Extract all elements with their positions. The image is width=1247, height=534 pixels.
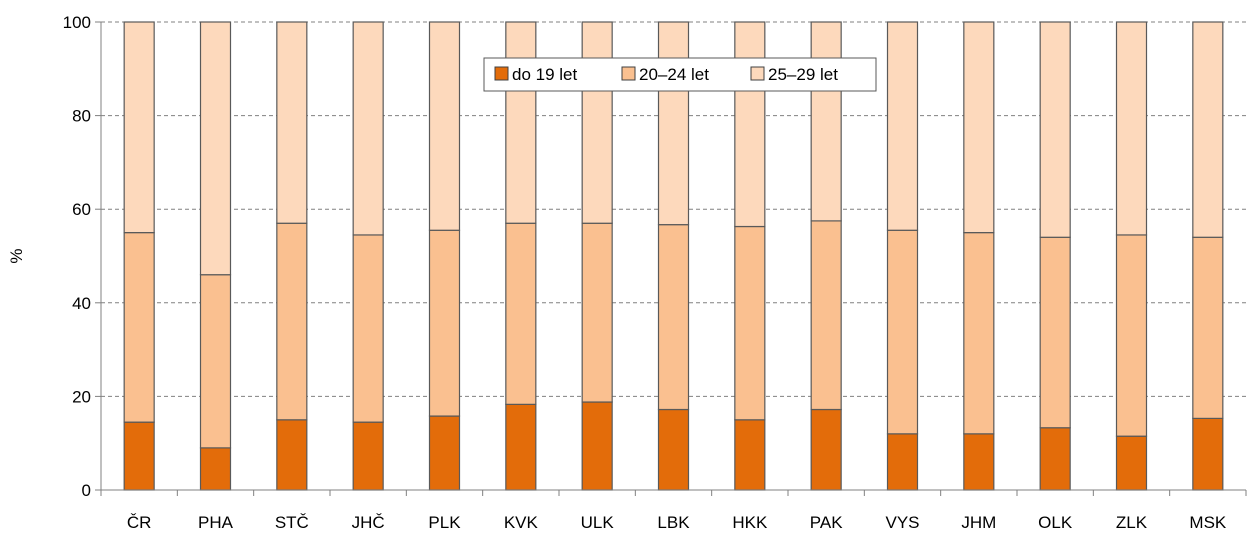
x-tick-label: HKK <box>732 513 768 532</box>
y-axis-label: % <box>7 248 26 263</box>
bar-segment-1-4 <box>428 415 461 491</box>
legend: do 19 let 20–24 let 25–29 let <box>483 57 877 92</box>
bar-segment-1-12 <box>1039 427 1071 491</box>
y-tick-label: 80 <box>72 107 91 126</box>
x-tick-label: JHM <box>961 513 996 532</box>
bar-segment-3-8 <box>734 21 766 228</box>
x-tick-label: PHA <box>198 513 234 532</box>
x-tick-label: STČ <box>275 513 309 532</box>
bar-segment-3-5 <box>505 21 537 224</box>
bar-segment-3-6 <box>581 21 613 224</box>
bar-segment-3-13 <box>1115 21 1148 236</box>
x-tick-label: JHČ <box>352 513 385 532</box>
legend-label-do-19-let: do 19 let <box>512 65 577 84</box>
x-tick-label: ULK <box>581 513 615 532</box>
legend-swatch-20-24-let <box>621 66 636 81</box>
bar-segment-1-11 <box>963 433 995 491</box>
bar-segment-3-4 <box>428 21 461 231</box>
bar-segment-3-7 <box>657 21 690 226</box>
bar-segment-2-5 <box>505 222 537 405</box>
bar-segment-3-14 <box>1192 21 1224 238</box>
y-tick-label: 0 <box>82 481 91 500</box>
bar-segment-3-10 <box>886 21 919 231</box>
x-tick-label: OLK <box>1038 513 1073 532</box>
bar-segment-1-0 <box>123 421 155 491</box>
bar-segment-2-2 <box>276 222 308 421</box>
bar-segment-1-14 <box>1192 417 1224 491</box>
y-tick-label: 60 <box>72 200 91 219</box>
bar-segment-2-10 <box>886 229 919 435</box>
bar-segment-2-12 <box>1039 236 1071 429</box>
x-tick-label: VYS <box>885 513 919 532</box>
bar-segment-3-3 <box>352 21 384 236</box>
x-tick-label: PLK <box>428 513 461 532</box>
bar-segment-3-0 <box>123 21 155 234</box>
bar-segment-1-7 <box>657 408 690 491</box>
legend-label-20-24-let: 20–24 let <box>639 65 709 84</box>
bar-segment-1-1 <box>199 447 232 491</box>
bar-segment-1-10 <box>886 433 919 491</box>
bar-segment-2-6 <box>581 222 613 403</box>
bar-segment-3-9 <box>810 21 842 222</box>
bar-segment-2-9 <box>810 220 842 411</box>
bar-segment-3-2 <box>276 21 308 224</box>
bar-segment-3-1 <box>199 21 232 276</box>
legend-label-25-29-let: 25–29 let <box>768 65 838 84</box>
x-tick-label: MSK <box>1189 513 1227 532</box>
bar-segment-3-11 <box>963 21 995 234</box>
x-tick-label: KVK <box>504 513 539 532</box>
bar-segment-2-14 <box>1192 236 1224 419</box>
bar-segment-2-4 <box>428 229 461 417</box>
legend-swatch-25-29-let <box>750 66 765 81</box>
y-tick-label: 100 <box>63 13 91 32</box>
bar-segment-1-9 <box>810 408 842 491</box>
bar-segment-2-0 <box>123 232 155 423</box>
bar-segment-1-6 <box>581 401 613 491</box>
bars <box>123 21 1224 491</box>
x-tick-label: PAK <box>810 513 843 532</box>
x-tick-label: LBK <box>657 513 690 532</box>
legend-box <box>483 57 877 92</box>
bar-segment-2-13 <box>1115 234 1148 437</box>
bar-segment-1-8 <box>734 419 766 491</box>
bar-segment-2-8 <box>734 225 766 421</box>
bar-segment-1-3 <box>352 421 384 491</box>
bar-segment-1-13 <box>1115 435 1148 491</box>
y-tick-label: 20 <box>72 387 91 406</box>
bar-segment-1-5 <box>505 403 537 491</box>
bar-segment-1-2 <box>276 419 308 491</box>
y-tick-label: 40 <box>72 294 91 313</box>
axes: 0 20 40 60 80 100 ČR PHA STČ JHČ PLK KVK ULK LBK HKK PA… <box>63 13 1247 532</box>
legend-swatch-do-19-let <box>494 66 509 81</box>
bar-segment-3-12 <box>1039 21 1071 238</box>
x-tick-label: ZLK <box>1116 513 1148 532</box>
bar-segment-2-11 <box>963 232 995 435</box>
bar-segment-2-3 <box>352 234 384 423</box>
bar-segment-2-7 <box>657 224 690 411</box>
x-tick-label: ČR <box>127 513 152 532</box>
bar-segment-2-1 <box>199 274 232 449</box>
